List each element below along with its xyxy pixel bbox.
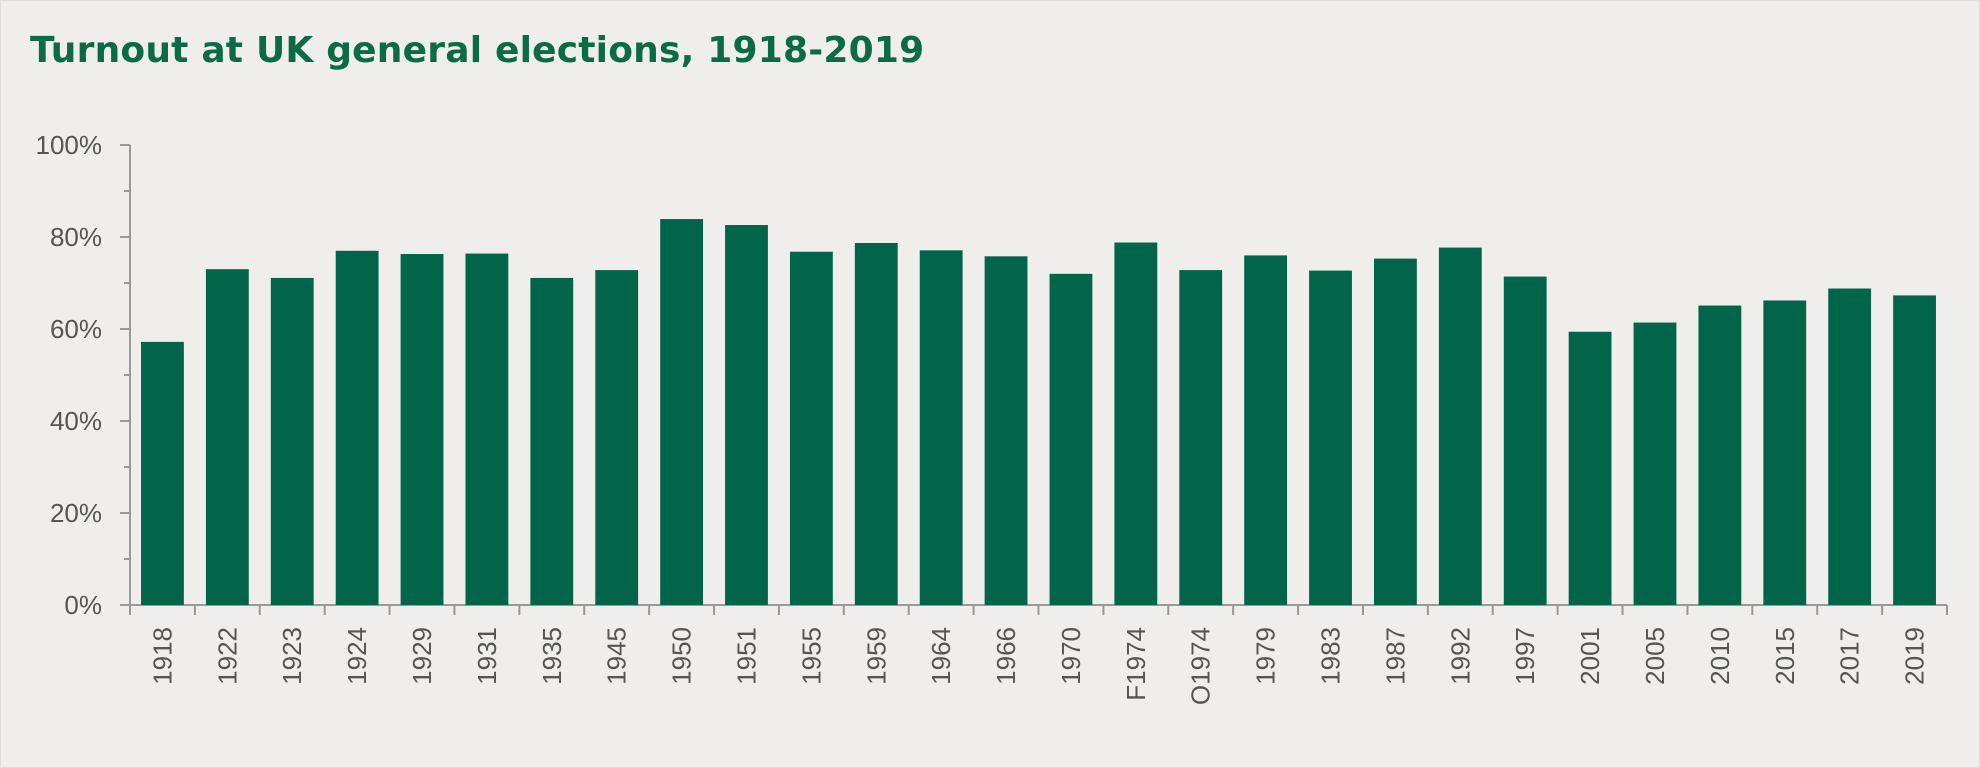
x-tick-label: 1951	[731, 627, 761, 685]
bar	[595, 270, 639, 605]
bar	[1438, 247, 1482, 605]
bar	[1179, 270, 1223, 605]
bar	[465, 253, 509, 605]
bar	[1893, 295, 1936, 605]
x-tick-label: 1987	[1380, 627, 1410, 685]
y-tick-label: 20%	[50, 498, 102, 528]
x-tick-label: 1929	[407, 627, 437, 685]
x-tick-label: 1997	[1510, 627, 1540, 685]
y-tick-label: 80%	[50, 222, 102, 252]
x-tick-label: 1992	[1445, 627, 1475, 685]
y-tick-label: 0%	[64, 590, 102, 620]
x-tick-label: O1974	[1186, 627, 1216, 705]
y-axis: 0% 20% 40% 60% 80% 100%	[36, 130, 131, 620]
x-tick-label: 1959	[861, 627, 891, 685]
bar	[919, 250, 963, 605]
x-tick-label: 1935	[537, 627, 567, 685]
y-tick-label: 100%	[36, 130, 103, 160]
bar	[1049, 273, 1093, 605]
x-tick-label: 1950	[667, 627, 697, 685]
bar	[1828, 288, 1872, 605]
x-tick-label: 1918	[147, 627, 177, 685]
y-tick-label: 40%	[50, 406, 102, 436]
bar	[335, 250, 379, 606]
x-axis: 1918 1922 1923 1924 1929 1931 1935 1945 1950 1951…	[129, 604, 1948, 705]
x-tick-label: 1983	[1316, 627, 1346, 685]
x-tick-label: 1970	[1056, 627, 1086, 685]
bar	[854, 242, 898, 606]
bar	[400, 254, 444, 605]
bar	[984, 256, 1028, 605]
bar	[1373, 258, 1417, 605]
x-tick-label: 1966	[991, 627, 1021, 685]
bar	[530, 277, 574, 605]
bar	[1309, 270, 1352, 605]
bar	[1633, 322, 1677, 605]
bar	[1503, 276, 1547, 605]
x-tick-label: 1979	[1251, 627, 1281, 685]
y-tick-label: 60%	[50, 314, 102, 344]
x-tick-label: 2019	[1900, 627, 1930, 685]
x-tick-label: F1974	[1121, 627, 1151, 701]
bar	[1698, 305, 1742, 605]
bar	[789, 251, 833, 605]
x-tick-label: 2005	[1640, 627, 1670, 685]
bar	[725, 225, 768, 606]
bars	[141, 219, 1936, 606]
x-tick-label: 2010	[1705, 627, 1735, 685]
x-tick-label: 1964	[926, 627, 956, 685]
bar	[141, 341, 184, 605]
bar	[1763, 300, 1807, 605]
chart-title: Turnout at UK general elections, 1918-20…	[30, 30, 925, 71]
x-tick-label: 2001	[1575, 627, 1605, 685]
bar	[270, 277, 314, 605]
bar	[205, 269, 249, 605]
bar	[660, 219, 704, 605]
x-tick-label: 2015	[1770, 627, 1800, 685]
bar	[1568, 331, 1612, 605]
x-tick-label: 1924	[342, 627, 372, 685]
x-tick-label: 1922	[212, 627, 242, 685]
x-tick-label: 1955	[796, 627, 826, 685]
x-tick-label: 1923	[277, 627, 307, 685]
bar	[1244, 255, 1288, 605]
bar	[1114, 242, 1158, 605]
x-tick-label: 1945	[602, 627, 632, 685]
x-tick-label: 1931	[472, 627, 502, 685]
x-tick-label: 2017	[1835, 627, 1865, 685]
